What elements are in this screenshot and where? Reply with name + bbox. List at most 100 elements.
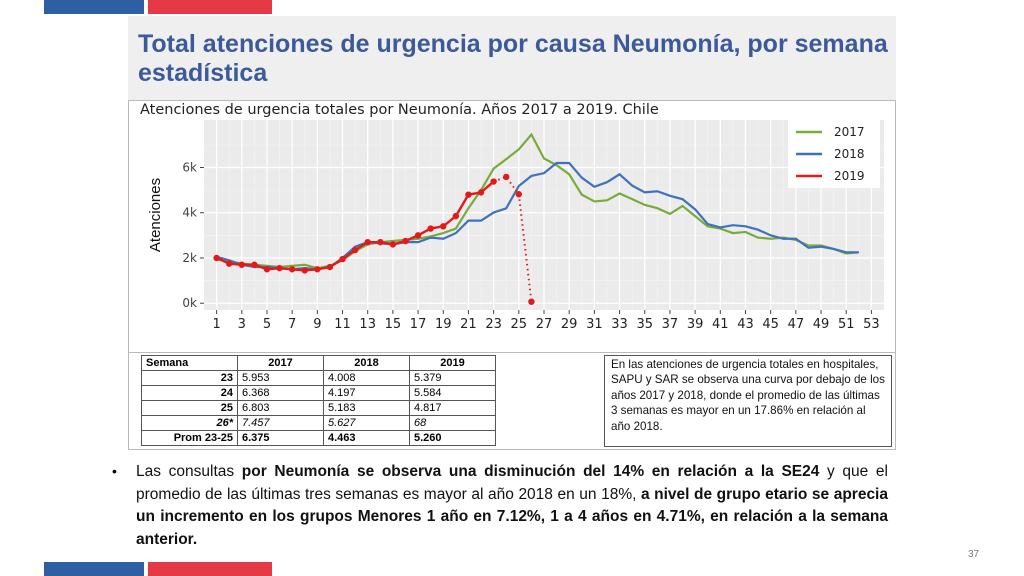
- top-stripe-red: [148, 0, 272, 14]
- x-tick-label: 29: [561, 317, 578, 332]
- data-point-2019: [238, 261, 245, 268]
- value-2019: 68: [409, 415, 496, 431]
- data-point-2019: [225, 260, 233, 267]
- data-point-2019: [452, 212, 460, 220]
- data-point-2019: [389, 241, 397, 248]
- x-tick-label: 41: [712, 317, 729, 332]
- value-2017: 6.368: [237, 385, 324, 401]
- data-point-2019: [351, 246, 359, 254]
- data-point-2019: [276, 264, 283, 272]
- x-tick-label: 3: [238, 317, 246, 332]
- x-tick-label: 49: [813, 317, 830, 332]
- x-tick-label: 23: [485, 317, 502, 332]
- row-label: 23: [141, 370, 238, 386]
- bullet-paragraph: Las consultas por Neumonía se observa un…: [136, 461, 888, 551]
- data-point-2019: [515, 191, 523, 198]
- slide-title: Total atenciones de urgencia por causa N…: [138, 30, 888, 87]
- data-point-2019: [465, 191, 472, 198]
- value-2018: 4.463: [323, 430, 410, 446]
- x-tick-label: 51: [838, 317, 855, 332]
- bullet-marker: •: [112, 463, 117, 479]
- data-point-2019: [490, 178, 497, 185]
- bottom-stripe-blue: [44, 562, 144, 576]
- data-point-2019: [339, 255, 346, 263]
- table-header-cell: 2018: [323, 355, 410, 371]
- table-row: 26* 7.457 5.627 68: [141, 415, 496, 431]
- value-2019: 4.817: [409, 400, 496, 416]
- table-row: 25 6.803 5.183 4.817: [141, 400, 496, 416]
- x-tick-label: 21: [460, 317, 477, 332]
- x-tick-label: 45: [762, 317, 779, 332]
- data-point-2019: [402, 237, 409, 245]
- title-background: [128, 16, 896, 100]
- table-header-cell: 2019: [409, 355, 496, 371]
- value-2018: 5.183: [323, 400, 410, 416]
- x-tick-label: 31: [586, 317, 603, 332]
- value-2019: 5.260: [409, 430, 496, 446]
- x-tick-label: 33: [611, 317, 628, 332]
- data-point-2019: [528, 298, 535, 305]
- x-tick-label: 7: [288, 317, 296, 332]
- x-tick-label: 43: [737, 317, 754, 332]
- data-point-2019: [414, 232, 422, 239]
- data-point-2019: [314, 266, 321, 273]
- chart-title: Atenciones de urgencia totales por Neumo…: [140, 102, 659, 118]
- row-label: 24: [141, 385, 238, 401]
- value-2017: 6.375: [237, 430, 324, 446]
- x-tick-label: 27: [536, 317, 553, 332]
- value-2019: 5.379: [409, 370, 496, 386]
- x-tick-label: 53: [863, 317, 880, 332]
- data-point-2019: [301, 267, 308, 274]
- y-axis-label: Atenciones: [147, 178, 164, 252]
- value-2017: 7.457: [237, 415, 324, 431]
- y-tick-label: 0k: [182, 296, 197, 310]
- x-tick-label: 9: [313, 317, 321, 332]
- data-point-2019: [503, 173, 510, 181]
- table-header-row: Semana 2017 2018 2019: [141, 355, 496, 371]
- legend-label: 2019: [834, 169, 865, 183]
- analysis-note: En las atenciones de urgencia totales en…: [604, 355, 892, 447]
- bullet-text: Las consultas: [136, 463, 242, 480]
- top-stripe-blue: [44, 0, 144, 14]
- x-tick-label: 13: [359, 317, 376, 332]
- data-point-2019: [213, 254, 220, 262]
- bottom-stripe-red: [148, 562, 272, 576]
- y-tick-label: 2k: [182, 251, 197, 265]
- x-tick-label: 47: [788, 317, 805, 332]
- x-tick-label: 11: [334, 317, 351, 332]
- value-2018: 5.627: [323, 415, 410, 431]
- legend-label: 2018: [834, 147, 865, 161]
- y-tick-label: 4k: [182, 206, 197, 220]
- value-2018: 4.008: [323, 370, 410, 386]
- value-2018: 4.197: [323, 385, 410, 401]
- data-point-2019: [377, 238, 384, 246]
- data-point-2019: [326, 263, 334, 271]
- data-point-2019: [427, 225, 434, 232]
- x-tick-label: 37: [662, 317, 679, 332]
- value-2019: 5.584: [409, 385, 496, 401]
- table-row: 24 6.368 4.197 5.584: [141, 385, 496, 401]
- x-tick-label: 15: [385, 317, 402, 332]
- x-tick-label: 25: [511, 317, 528, 332]
- row-label: 25: [141, 400, 238, 416]
- value-2017: 6.803: [237, 400, 324, 416]
- x-tick-label: 35: [636, 317, 653, 332]
- bullet-text: y que el promedio de las últimas tres se…: [136, 463, 888, 503]
- x-tick-label: 19: [435, 317, 452, 332]
- x-tick-label: 1: [212, 317, 220, 332]
- legend-label: 2017: [834, 125, 865, 139]
- x-tick-label: 39: [687, 317, 704, 332]
- value-2017: 5.953: [237, 370, 324, 386]
- data-point-2019: [440, 223, 447, 230]
- page-number: 37: [968, 549, 980, 560]
- table-row: 23 5.953 4.008 5.379: [141, 370, 496, 386]
- bullet-text-bold: a nivel de grupo etario se aprecia un in…: [136, 485, 888, 548]
- y-tick-label: 6k: [182, 161, 197, 175]
- x-tick-label: 5: [263, 317, 271, 332]
- x-tick-label: 17: [410, 317, 427, 332]
- weekly-table: Semana 2017 2018 2019 23 5.953 4.008 5.3…: [141, 355, 496, 446]
- bullet-text-bold: por Neumonía se observa una disminución …: [241, 463, 820, 480]
- data-point-2019: [288, 266, 296, 273]
- row-label: 26*: [141, 415, 238, 431]
